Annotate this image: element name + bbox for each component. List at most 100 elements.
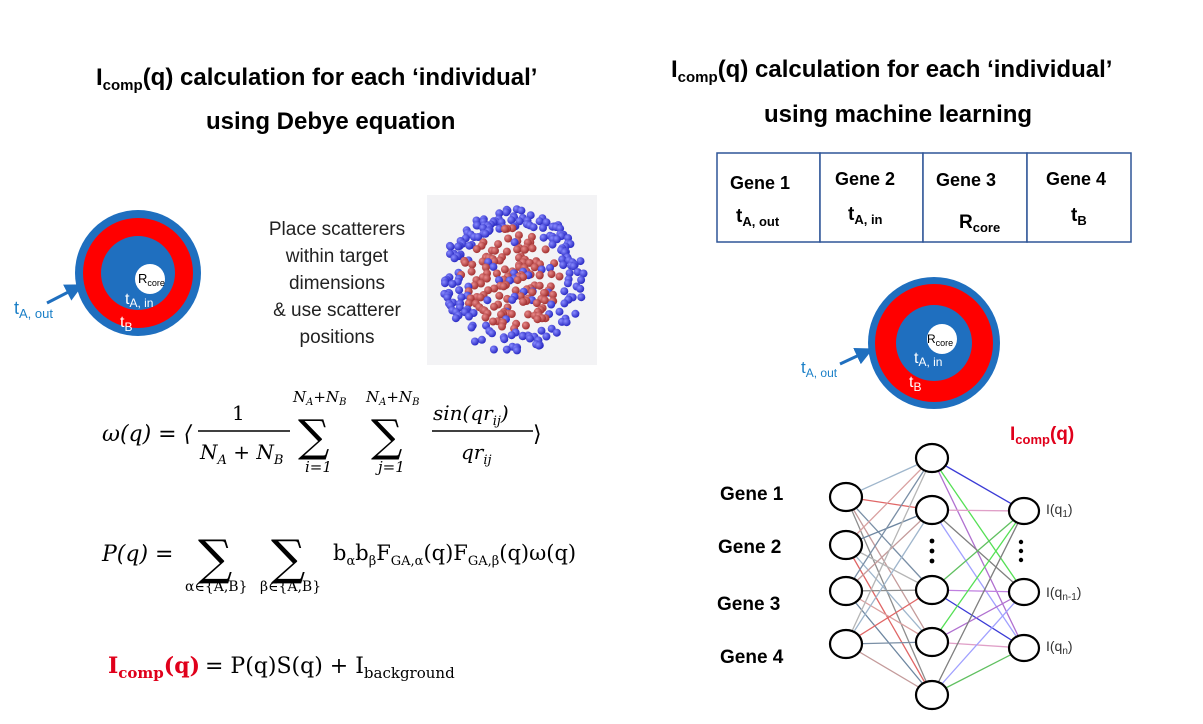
right-title-line2: using machine learning bbox=[764, 101, 1033, 128]
gene-3-label: Gene 3 bbox=[936, 170, 996, 190]
network-edge bbox=[931, 510, 1025, 643]
p-sigma-2: ∑ bbox=[271, 530, 305, 586]
place-text-line: Place scatterers bbox=[268, 219, 406, 240]
scatterer-b bbox=[477, 279, 485, 288]
scatterer-a bbox=[502, 345, 511, 354]
scatterer-b bbox=[500, 265, 509, 274]
scatterer-a bbox=[576, 284, 585, 293]
omega-sigma-1: ∑ bbox=[298, 411, 329, 462]
omega-lhs: ω(q) = ⟨ bbox=[102, 422, 193, 447]
scatterer-a bbox=[563, 279, 572, 288]
right-title-line1: Icomp(q) calculation for each ‘individua… bbox=[671, 56, 1112, 86]
omega-sigma-2: ∑ bbox=[371, 411, 402, 462]
scatterer-a bbox=[556, 224, 565, 233]
scatterer-a bbox=[446, 242, 455, 251]
scatterer-a bbox=[539, 223, 547, 232]
scatterer-b bbox=[464, 299, 473, 308]
scatterer-b bbox=[555, 272, 564, 281]
scatterer-b bbox=[461, 258, 470, 267]
scatterer-b bbox=[472, 245, 481, 254]
output-ellipsis-dot bbox=[1018, 548, 1024, 554]
p-lhs: P(q) = bbox=[101, 542, 173, 567]
scatterer-a bbox=[535, 217, 544, 226]
left-title-line2: using Debye equation bbox=[206, 108, 456, 135]
scatterer-a bbox=[513, 346, 521, 355]
icomp-rhs: = P(q)S(q) + Ibackground bbox=[198, 654, 455, 682]
right-core-shell-diagram: Rcore tA, in tB tA, out bbox=[801, 277, 1000, 409]
scatterer-b bbox=[468, 260, 477, 269]
network-output-label: I(qn-1) bbox=[1046, 584, 1081, 603]
place-scatterers-text: Place scatterers within target dimension… bbox=[262, 216, 412, 351]
scatterer-b bbox=[491, 246, 499, 255]
left-title-i: I bbox=[96, 64, 103, 91]
omega-frac-num: 1 bbox=[232, 401, 245, 425]
input-node bbox=[828, 575, 864, 607]
scatterer-a bbox=[443, 293, 452, 302]
scatterer-a bbox=[577, 293, 586, 302]
scatterer-a bbox=[500, 335, 509, 344]
right-tb-label: tB bbox=[909, 374, 921, 394]
scatterer-b bbox=[513, 276, 522, 285]
right-title-sub: comp bbox=[677, 69, 718, 86]
p-equation: P(q) = ∑ α∈{A,B} ∑ β∈{A,B} bαbβFGA,α(q)F… bbox=[101, 530, 576, 595]
output-ellipsis-dot bbox=[1018, 557, 1024, 563]
gene-box-4 bbox=[1026, 152, 1132, 243]
right-taout-label: tA, out bbox=[801, 358, 838, 380]
right-arrow bbox=[839, 347, 874, 366]
scatterer-b bbox=[532, 299, 541, 308]
network-input-label: Gene 1 bbox=[720, 484, 784, 505]
left-rcore-label: Rcore bbox=[138, 271, 165, 288]
scatterer-a bbox=[502, 208, 511, 217]
left-title-line1: Icomp(q) calculation for each ‘individua… bbox=[96, 64, 537, 94]
network-edge bbox=[845, 457, 933, 546]
hidden-node bbox=[914, 679, 950, 711]
left-tb-label: tB bbox=[120, 314, 132, 334]
network-edge bbox=[931, 591, 1025, 643]
network-edge bbox=[845, 457, 933, 592]
core-white bbox=[135, 264, 165, 294]
scatterer-b bbox=[504, 234, 513, 243]
scatterer-a bbox=[547, 300, 556, 309]
scatterer-a bbox=[565, 269, 574, 278]
left-arrow bbox=[46, 284, 84, 305]
scatterer-b bbox=[490, 302, 498, 311]
network-edge bbox=[931, 457, 1025, 649]
scatterer-b bbox=[481, 263, 490, 272]
scatterer-a bbox=[441, 279, 449, 288]
scatterer-a bbox=[477, 335, 486, 344]
scatterer-a bbox=[470, 337, 479, 346]
scatterer-b bbox=[530, 263, 539, 272]
p-sigma-1: ∑ bbox=[198, 530, 232, 586]
network-input-labels: Gene 1 Gene 2 Gene 3 Gene 4 bbox=[717, 484, 784, 668]
output-node bbox=[1007, 577, 1041, 607]
left-tain-label: tA, in bbox=[125, 291, 153, 310]
gene-3-param: Rcore bbox=[959, 212, 1000, 235]
hidden-ellipsis-dot bbox=[929, 538, 935, 544]
hidden-node bbox=[914, 494, 950, 526]
scatterer-b bbox=[524, 310, 533, 319]
scatterer-a bbox=[529, 223, 538, 232]
scatterer-b bbox=[528, 288, 537, 297]
scatterer-b bbox=[535, 271, 544, 280]
scatterer-b bbox=[490, 284, 499, 293]
scatterer-a bbox=[571, 309, 580, 318]
right-title-i: I bbox=[671, 56, 678, 83]
network-output-title: Icomp(q) bbox=[1010, 424, 1074, 447]
scatterer-a bbox=[560, 299, 569, 308]
scatterer-b bbox=[528, 244, 537, 253]
scatterer-b bbox=[533, 315, 542, 324]
scatterer-b bbox=[541, 245, 550, 254]
scatterer-b bbox=[494, 240, 503, 249]
network-edge bbox=[931, 647, 1025, 696]
network-edge bbox=[931, 510, 1025, 696]
gene-4-param: tB bbox=[1071, 205, 1087, 228]
network-edge bbox=[845, 457, 933, 645]
scatterer-b bbox=[549, 290, 557, 299]
scatterer-a bbox=[548, 240, 557, 249]
scatterer-b bbox=[492, 269, 501, 278]
scatterer-b bbox=[535, 281, 544, 290]
scatterer-a bbox=[539, 233, 548, 242]
icomp-lhs: Icomp(q) bbox=[108, 653, 200, 682]
scatterer-b bbox=[497, 310, 505, 319]
